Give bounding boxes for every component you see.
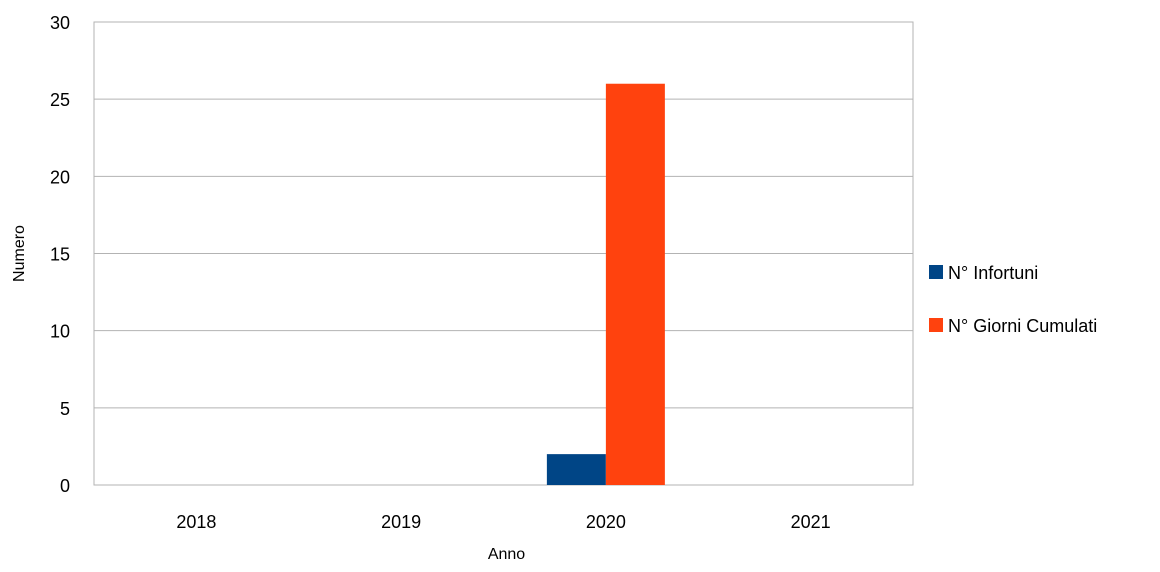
legend-swatch-series-1 xyxy=(929,265,943,279)
legend-label: N° Giorni Cumulati xyxy=(948,316,1097,336)
y-tick-label: 20 xyxy=(50,167,70,187)
bar-2020-series-2 xyxy=(605,83,665,485)
legend-label: N° Infortuni xyxy=(948,263,1038,283)
y-tick-label: 0 xyxy=(60,476,70,496)
y-tick-label: 15 xyxy=(50,245,70,265)
legend-swatch-series-2 xyxy=(929,318,943,332)
x-tick-label: 2018 xyxy=(176,512,216,532)
y-tick-label: 10 xyxy=(50,322,70,342)
legend: N° Infortuni N° Giorni Cumulati xyxy=(929,263,1097,336)
x-tick-label: 2021 xyxy=(791,512,831,532)
y-axis-label: Numero xyxy=(11,225,28,282)
bar-2020-series-1 xyxy=(546,454,606,485)
y-tick-label: 5 xyxy=(60,399,70,419)
plot-area-border xyxy=(93,21,914,486)
y-tick-label: 25 xyxy=(50,90,70,110)
bars xyxy=(546,83,665,485)
x-tick-label: 2019 xyxy=(381,512,421,532)
x-axis-label: Anno xyxy=(488,546,525,563)
gridlines xyxy=(94,21,913,486)
x-axis-tick-labels: 2018 2019 2020 2021 xyxy=(176,512,830,532)
x-tick-label: 2020 xyxy=(586,512,626,532)
y-axis-tick-labels: 0 5 10 15 20 25 30 xyxy=(50,13,70,496)
y-tick-label: 30 xyxy=(50,13,70,33)
